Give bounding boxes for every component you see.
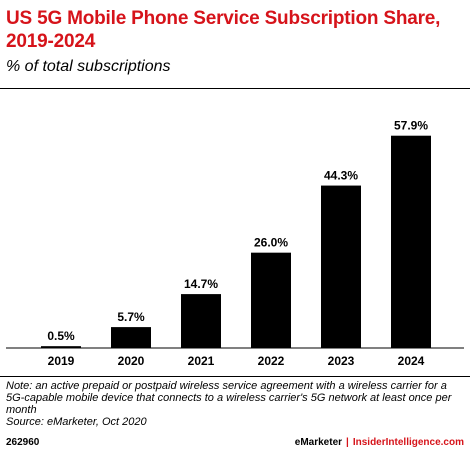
chart-id: 262960 [6,437,40,448]
chart-notes: Note: an active prepaid or postpaid wire… [6,380,466,428]
chart-subtitle: % of total subscriptions [6,58,171,75]
brand-separator: | [346,437,349,448]
data-label-2023: 44.3% [324,169,358,183]
brand-name: eMarketer [294,437,343,448]
bar-2021 [181,294,221,348]
brand-site: InsiderIntelligence.com [352,437,464,448]
x-tick-label-2020: 2020 [118,354,145,368]
bar-2019 [41,346,81,348]
top-divider [0,88,470,89]
chart-title: US 5G Mobile Phone Service Subscription … [6,8,441,52]
data-label-2022: 26.0% [254,236,288,250]
bottom-divider [0,376,470,377]
bar-2020 [111,327,151,348]
x-tick-label-2019: 2019 [48,354,75,368]
x-tick-label-2021: 2021 [188,354,215,368]
footer-brand: eMarketer | InsiderIntelligence.com [295,437,464,448]
x-tick-label-2024: 2024 [398,354,425,368]
bar-chart: 0.5% 2019 5.7% 2020 14.7% 2021 26.0% 2022 44.3% 2… [6,119,464,368]
bar-2024 [391,135,431,348]
chart-source: Source: eMarketer, Oct 2020 [6,416,147,428]
data-label-2019: 0.5% [47,329,75,343]
chart-note: Note: an active prepaid or postpaid wire… [6,380,452,416]
data-label-2024: 57.9% [394,119,428,133]
data-label-2020: 5.7% [117,310,145,324]
x-tick-label-2023: 2023 [328,354,355,368]
bar-2023 [321,185,361,348]
data-label-2021: 14.7% [184,277,218,291]
bar-2022 [251,252,291,348]
x-tick-label-2022: 2022 [258,354,285,368]
